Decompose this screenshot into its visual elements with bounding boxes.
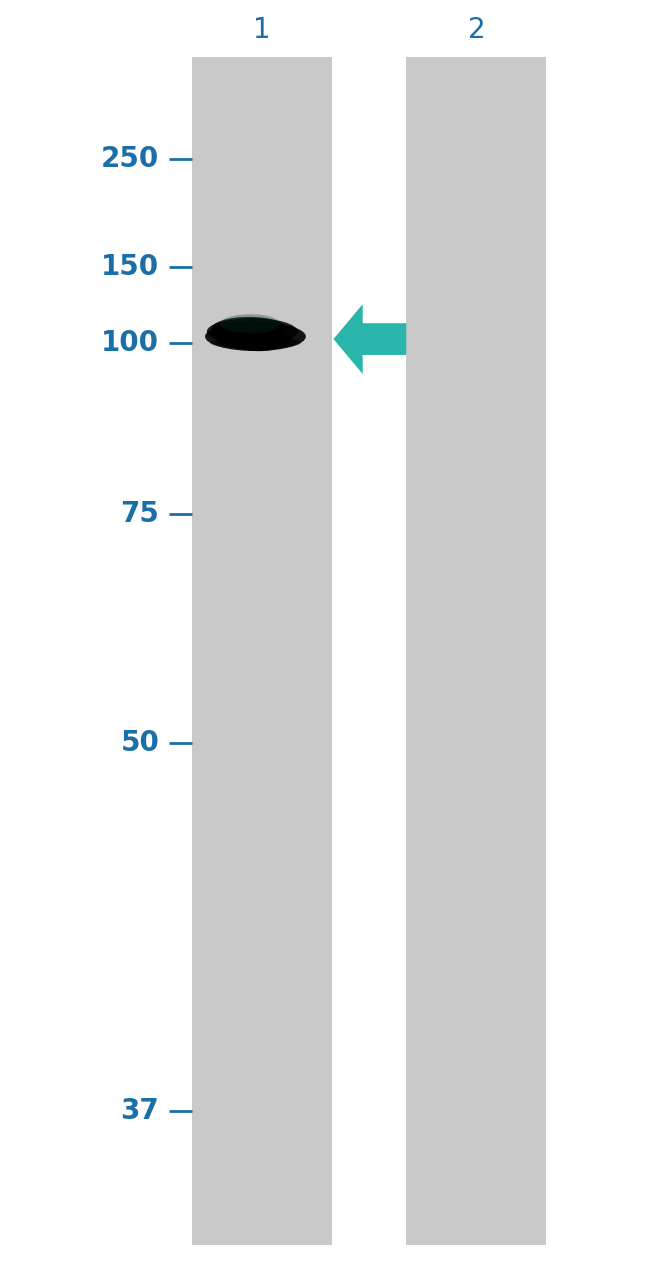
Bar	[192, 57, 332, 1245]
Ellipse shape	[235, 324, 286, 347]
Ellipse shape	[210, 337, 301, 349]
Ellipse shape	[224, 326, 259, 342]
Text: 2: 2	[467, 17, 486, 44]
Ellipse shape	[216, 326, 272, 347]
Ellipse shape	[207, 319, 298, 344]
Ellipse shape	[220, 314, 281, 334]
Bar	[406, 57, 546, 1245]
Ellipse shape	[220, 331, 291, 349]
FancyArrow shape	[333, 305, 406, 373]
Text: 250: 250	[101, 145, 159, 173]
Text: 50: 50	[120, 729, 159, 757]
Ellipse shape	[211, 318, 287, 342]
Text: 1: 1	[253, 17, 271, 44]
Ellipse shape	[229, 326, 289, 352]
Ellipse shape	[248, 328, 278, 340]
Ellipse shape	[213, 321, 278, 344]
Text: 150: 150	[101, 253, 159, 281]
Ellipse shape	[235, 321, 265, 344]
Text: 75: 75	[120, 500, 159, 528]
Ellipse shape	[232, 321, 272, 347]
Text: 100: 100	[101, 329, 159, 357]
Ellipse shape	[238, 323, 273, 348]
Ellipse shape	[205, 323, 306, 351]
Ellipse shape	[242, 329, 282, 347]
Text: 37: 37	[120, 1097, 159, 1125]
Ellipse shape	[220, 331, 265, 349]
Ellipse shape	[216, 334, 297, 349]
